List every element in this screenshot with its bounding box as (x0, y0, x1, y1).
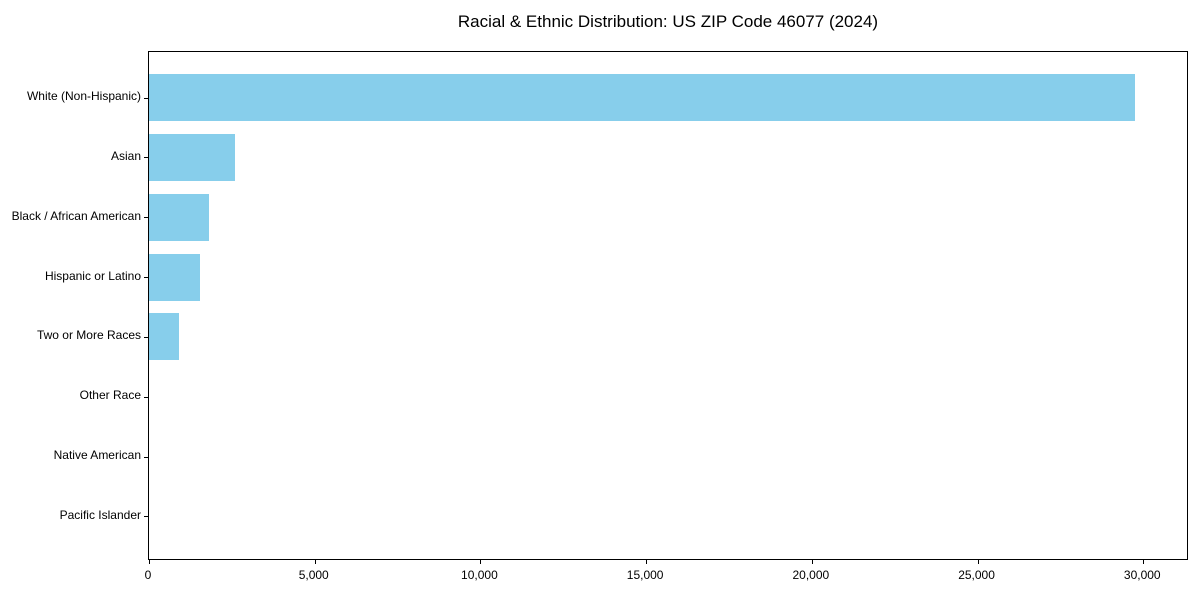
y-tick-label: Native American (53, 448, 141, 463)
x-tick-label: 30,000 (1123, 568, 1161, 582)
y-tick-label: Hispanic or Latino (44, 268, 141, 283)
y-tick-label: White (Non-Hispanic) (26, 89, 141, 103)
y-tick-mark (144, 396, 148, 398)
y-tick-label: Pacific Islander (59, 507, 141, 522)
x-tick-mark (314, 560, 316, 564)
x-tick-mark (149, 560, 150, 564)
y-tick-mark (144, 217, 148, 219)
chart-title: Racial & Ethnic Distribution: US ZIP Cod… (457, 12, 879, 31)
y-tick-label: Asian (110, 148, 141, 163)
bar (149, 133, 235, 181)
bar (149, 74, 1135, 121)
y-tick-label: Black / African American (11, 208, 141, 223)
y-tick-mark (144, 97, 148, 99)
y-tick-mark (144, 157, 148, 159)
bar (149, 253, 201, 301)
x-tick-label: 25,000 (958, 568, 995, 582)
x-tick-mark (977, 560, 979, 564)
x-tick-label: 5,000 (298, 568, 329, 582)
bar (149, 193, 209, 241)
y-tick-mark (144, 336, 148, 338)
y-tick-mark (144, 516, 148, 518)
x-tick-label: 0 (144, 568, 152, 582)
bar (149, 313, 179, 361)
y-tick-label: Other Race (79, 388, 141, 403)
x-tick-mark (480, 560, 482, 564)
y-tick-label: Two or More Races (36, 328, 141, 343)
x-tick-label: 15,000 (626, 568, 664, 582)
x-tick-label: 10,000 (461, 568, 498, 582)
x-tick-mark (646, 560, 648, 564)
y-tick-mark (144, 456, 148, 458)
plot-area (144, 51, 1188, 564)
x-tick-mark (1143, 560, 1145, 564)
x-tick-mark (811, 560, 813, 564)
y-tick-mark (144, 277, 148, 279)
x-tick-label: 20,000 (792, 568, 830, 582)
